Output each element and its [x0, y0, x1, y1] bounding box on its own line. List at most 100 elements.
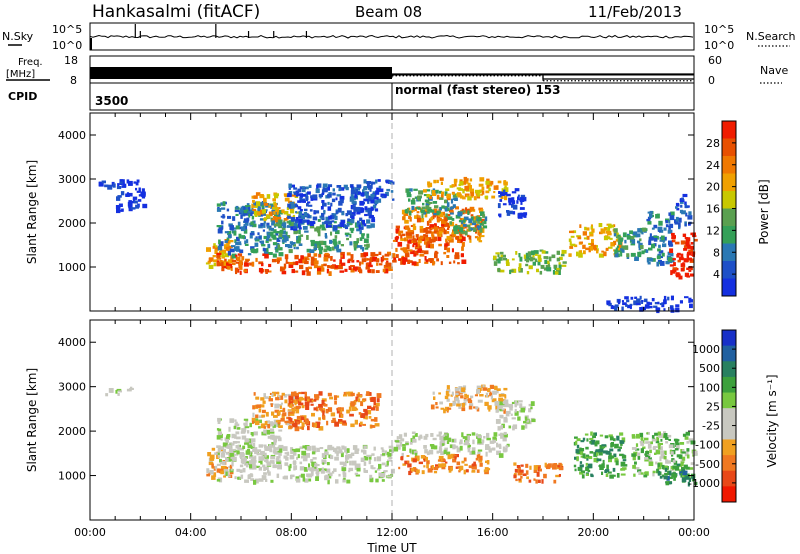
data-cell [211, 475, 216, 480]
data-cell [384, 193, 387, 198]
data-cell [514, 468, 520, 473]
data-cell [401, 444, 407, 447]
data-cell [685, 476, 690, 480]
data-cell [410, 449, 414, 455]
data-cell [296, 239, 300, 244]
data-cell [309, 224, 315, 229]
data-cell [404, 219, 409, 224]
data-cell [229, 225, 234, 230]
data-cell [528, 265, 533, 270]
data-cell [380, 193, 385, 197]
data-cell [306, 219, 310, 225]
data-cell [219, 260, 223, 265]
data-cell [608, 434, 613, 438]
data-cell [526, 258, 530, 263]
data-cell [684, 237, 689, 240]
y-tick-label: 3000 [58, 173, 86, 186]
data-cell [316, 473, 320, 478]
data-cell [118, 390, 122, 393]
data-cell [338, 473, 341, 477]
data-cell [614, 457, 618, 463]
data-cell [495, 258, 499, 262]
data-cell [681, 472, 686, 476]
data-cell [262, 464, 266, 468]
data-cell [252, 208, 257, 211]
data-cell [309, 209, 313, 212]
data-cell [263, 472, 267, 475]
data-cell [451, 232, 455, 235]
data-cell [493, 257, 496, 260]
data-cell [694, 238, 698, 242]
data-cell [290, 474, 293, 480]
data-cell [289, 420, 292, 424]
data-cell [435, 406, 439, 409]
data-cell [334, 235, 338, 239]
data-cell [321, 192, 325, 196]
data-cell [104, 184, 109, 188]
data-cell [497, 426, 501, 431]
data-cell [539, 270, 543, 275]
data-cell [482, 225, 488, 229]
data-cell [503, 399, 509, 405]
data-cell [288, 400, 291, 405]
data-cell [585, 466, 590, 472]
data-cell [341, 211, 345, 216]
data-cell [620, 473, 626, 476]
data-cell [648, 302, 653, 305]
data-cell [324, 475, 329, 481]
data-cell [406, 188, 410, 192]
data-cell [615, 232, 619, 237]
data-cell [459, 445, 463, 451]
data-cell [241, 256, 245, 261]
data-cell [290, 203, 295, 209]
data-cell [310, 197, 314, 201]
data-cell [292, 244, 296, 247]
data-cell [470, 227, 475, 231]
data-cell [499, 414, 504, 419]
data-cell [687, 244, 691, 249]
data-cell [261, 475, 267, 480]
data-cell [252, 412, 255, 418]
data-cell [318, 246, 323, 251]
data-cell [361, 224, 364, 230]
data-cell [672, 258, 676, 261]
data-cell [305, 453, 308, 458]
data-cell [228, 245, 233, 248]
data-cell [275, 248, 279, 253]
data-cell [128, 180, 133, 186]
data-cell [351, 215, 355, 219]
data-cell [298, 218, 304, 224]
data-cell [319, 249, 323, 255]
data-cell [454, 206, 459, 210]
data-cell [444, 199, 448, 204]
data-cell [426, 220, 430, 226]
data-cell [287, 192, 292, 196]
data-cell [209, 454, 215, 460]
data-cell [288, 395, 294, 400]
data-cell [364, 411, 368, 416]
colorbar-swatch [722, 121, 736, 139]
data-cell [687, 481, 690, 487]
data-cell [301, 450, 307, 456]
data-cell [655, 214, 659, 219]
data-cell [584, 433, 589, 436]
data-cell [499, 445, 502, 449]
data-cell [590, 243, 594, 247]
data-cell [313, 253, 318, 257]
data-cell [477, 217, 482, 221]
data-cell [486, 178, 490, 182]
data-cell [656, 261, 660, 267]
data-cell [621, 306, 624, 311]
data-cell [672, 459, 676, 463]
data-cell [670, 306, 673, 310]
data-cell [620, 468, 626, 471]
data-cell [306, 271, 311, 276]
data-cell [309, 249, 315, 253]
data-cell [101, 180, 106, 184]
data-cell [346, 448, 350, 453]
data-cell [127, 201, 130, 207]
data-cell [546, 267, 549, 271]
data-cell [480, 211, 485, 216]
data-cell [627, 304, 632, 309]
